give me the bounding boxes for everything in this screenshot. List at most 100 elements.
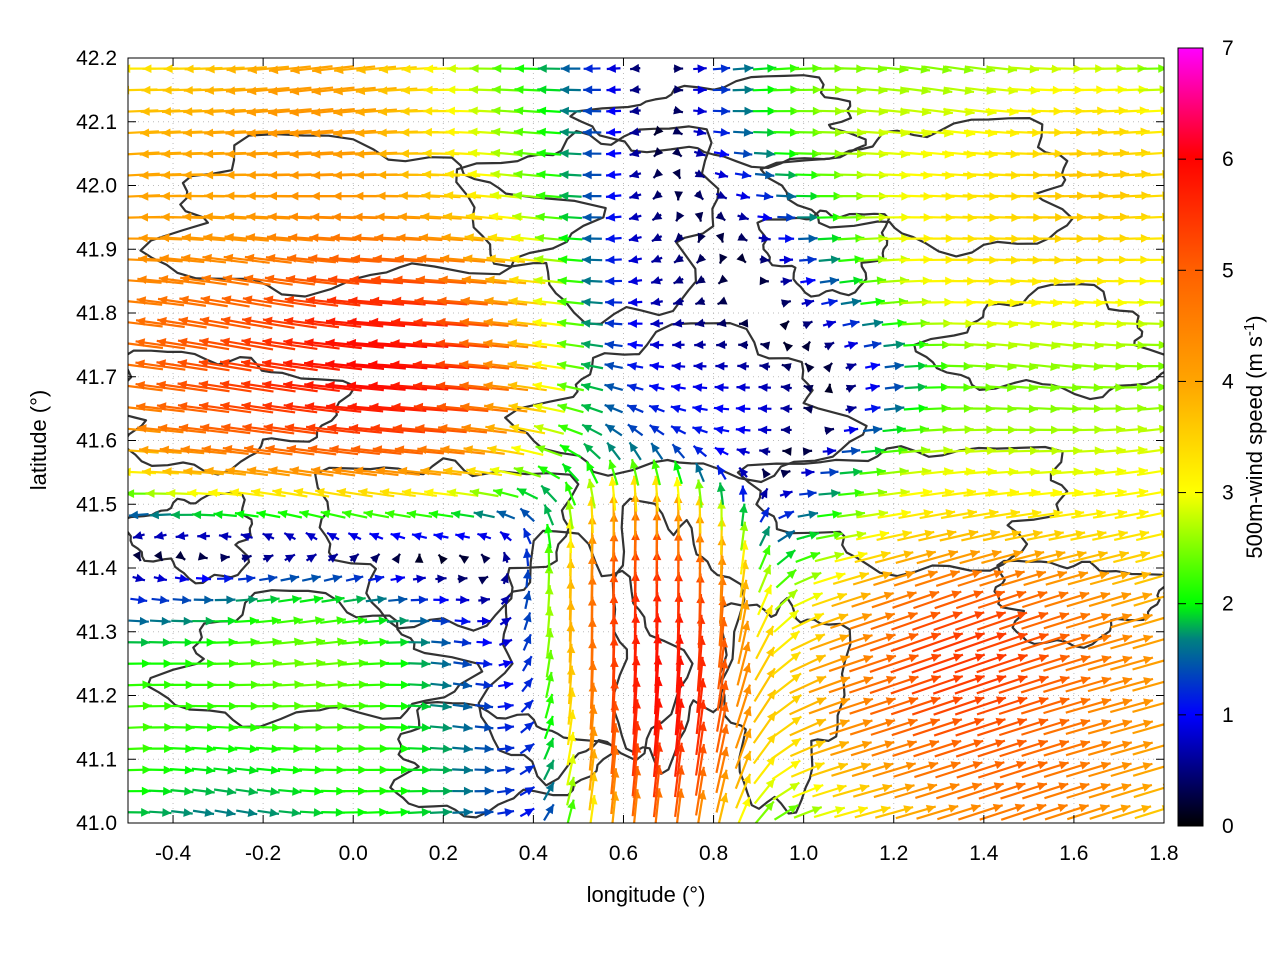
wind-arrow — [1070, 530, 1107, 541]
wind-arrow — [792, 783, 824, 799]
wind-arrow-head — [292, 765, 302, 775]
wind-arrow-head — [293, 616, 303, 625]
wind-arrow — [874, 805, 914, 819]
wind-arrow-head — [927, 570, 938, 579]
wind-arrow-head — [314, 786, 324, 796]
wind-arrow — [770, 672, 802, 698]
wind-arrow-head — [1035, 570, 1046, 579]
wind-arrow — [212, 744, 238, 754]
wind-arrow — [829, 719, 873, 736]
wind-arrow — [789, 740, 826, 758]
wind-arrow — [153, 550, 164, 562]
wind-arrow — [1045, 570, 1089, 586]
wind-arrow-head — [1058, 782, 1069, 791]
wind-arrow — [499, 530, 512, 542]
wind-arrow-head — [482, 637, 492, 647]
wind-arrow-head — [1161, 571, 1164, 579]
wind-arrow — [734, 728, 752, 770]
wind-arrow — [480, 553, 491, 564]
wind-arrow — [1065, 634, 1112, 651]
wind-arrow — [869, 632, 919, 652]
wind-arrow — [474, 765, 494, 775]
wind-arrow — [320, 744, 346, 754]
wind-arrow-head — [1161, 127, 1164, 137]
wind-arrow-head — [270, 787, 280, 796]
wind-arrow-head — [336, 765, 346, 775]
wind-arrow-head — [764, 801, 774, 812]
wind-arrow — [1004, 529, 1043, 542]
wind-arrow — [522, 569, 532, 588]
wind-arrow — [278, 808, 302, 817]
wind-arrow — [132, 531, 145, 540]
wind-arrow — [957, 782, 1004, 800]
wind-arrow — [543, 737, 555, 760]
wind-arrow — [734, 750, 752, 790]
wind-arrow — [912, 611, 963, 631]
wind-arrow-head — [523, 634, 532, 645]
wind-arrow-head — [862, 719, 873, 728]
wind-arrow-head — [460, 595, 470, 605]
contour-line — [736, 445, 1069, 578]
wind-arrow-head — [504, 765, 515, 775]
wind-arrow — [474, 808, 494, 817]
wind-arrow-shaft — [653, 676, 661, 736]
wind-arrow-head — [948, 804, 959, 813]
wind-arrow-head — [314, 616, 325, 625]
wind-arrow-head — [1122, 698, 1133, 707]
wind-arrow-head — [743, 684, 752, 695]
wind-arrow — [191, 744, 216, 754]
wind-arrow-head — [929, 718, 940, 727]
wind-arrow — [429, 807, 452, 817]
wind-arrow-head — [765, 647, 775, 657]
wind-arrow — [715, 724, 730, 774]
wind-arrow-head — [1121, 761, 1132, 771]
wind-arrow-head — [812, 592, 823, 601]
wind-arrow — [894, 783, 938, 799]
wind-arrow — [386, 616, 409, 626]
wind-arrow-head — [263, 554, 274, 563]
wind-arrow-shaft — [954, 675, 1007, 695]
wind-arrow-head — [1059, 654, 1070, 663]
wind-arrow-head — [421, 659, 431, 669]
wind-arrow-head — [1096, 530, 1107, 539]
wind-arrow — [452, 786, 473, 796]
wind-arrow-head — [1164, 677, 1174, 685]
wind-arrow-head — [1078, 570, 1088, 580]
wind-arrow-head — [1058, 591, 1069, 600]
wind-arrow-head — [1141, 571, 1151, 580]
wind-arrow-head — [197, 531, 207, 541]
wind-arrow — [830, 740, 872, 757]
wind-arrow — [452, 807, 473, 817]
wind-arrow — [715, 769, 729, 813]
wind-arrow — [715, 702, 729, 753]
wind-arrow — [976, 675, 1028, 695]
wind-arrow — [190, 723, 217, 732]
wind-arrow — [257, 808, 280, 817]
wind-arrow — [502, 551, 511, 564]
wind-arrow-head — [906, 591, 917, 600]
wind-arrow-head — [289, 574, 300, 583]
wind-arrow — [474, 723, 494, 732]
wind-arrow-head — [1057, 803, 1068, 813]
wind-arrow-head — [810, 551, 821, 561]
wind-arrow — [523, 590, 532, 610]
wind-arrow-head — [523, 678, 533, 688]
wind-arrow-head — [421, 701, 431, 711]
wind-arrow-head — [1017, 611, 1028, 620]
wind-arrow-head — [1059, 739, 1069, 749]
wind-arrow-head — [205, 765, 216, 775]
wind-arrow-head — [414, 553, 424, 563]
wind-arrow-head — [400, 807, 410, 817]
wind-arrow-shaft — [1135, 237, 1164, 241]
wind-arrow-head — [720, 746, 729, 757]
wind-arrow — [1065, 697, 1112, 714]
wind-arrow-head — [948, 549, 958, 559]
wind-arrow-head — [1161, 805, 1164, 813]
wind-arrow — [262, 532, 275, 542]
wind-arrow-head — [183, 808, 193, 817]
wind-arrow-head — [135, 573, 145, 583]
wind-arrow — [342, 807, 367, 817]
wind-arrow-head — [206, 638, 216, 647]
wind-arrow-head — [357, 616, 368, 626]
wind-arrow-head — [442, 723, 452, 732]
